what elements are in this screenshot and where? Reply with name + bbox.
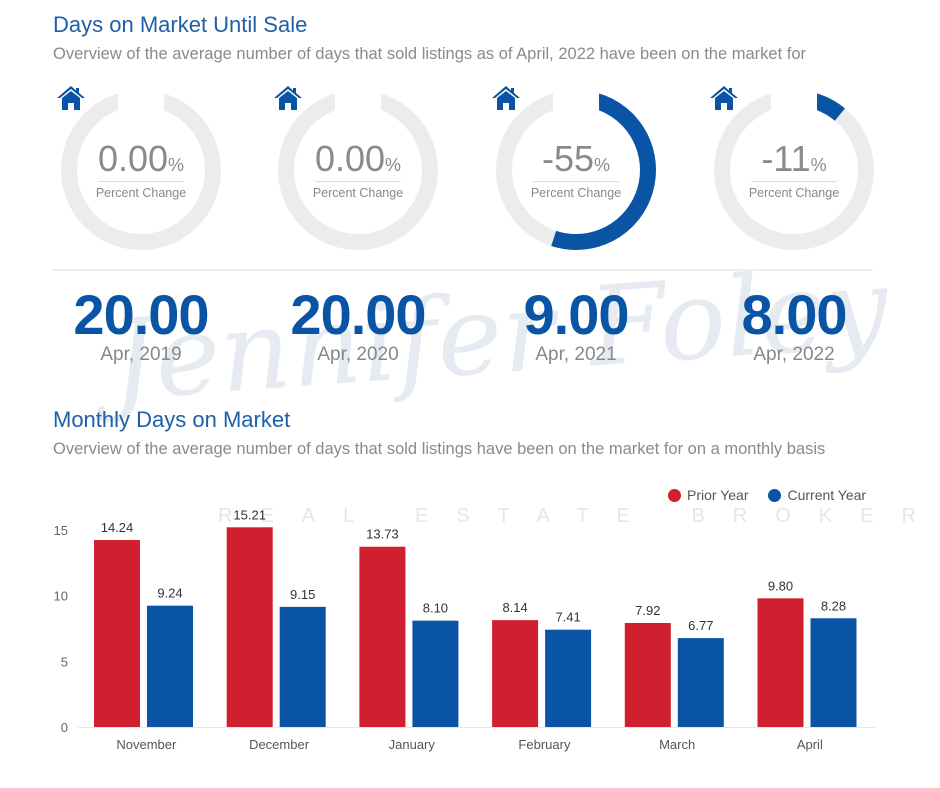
- legend-swatch-prior: [668, 488, 681, 502]
- gauge-ring: [496, 85, 656, 250]
- percent-change-value: -11%: [761, 138, 827, 179]
- days-value: 8.00: [741, 283, 848, 346]
- y-tick-label: 10: [54, 589, 68, 604]
- days-value: 9.00: [523, 283, 630, 346]
- bar-prior-year: [94, 540, 140, 727]
- bar-prior-year: [757, 598, 804, 727]
- percent-change-label: Percent Change: [95, 186, 187, 200]
- gauge-ring: [61, 85, 221, 250]
- bar-current-year: [545, 629, 592, 727]
- bar-current-year: [677, 638, 724, 727]
- gauge-divider: [315, 181, 401, 182]
- section-subtitle: Overview of the average number of days t…: [53, 440, 826, 458]
- period-label: Apr, 2019: [100, 344, 182, 365]
- bar-current-year: [147, 605, 193, 727]
- data-label: 13.73: [366, 527, 399, 542]
- data-label: 9.24: [157, 586, 182, 601]
- period-label: Apr, 2021: [535, 344, 617, 365]
- section-title: Monthly Days on Market: [53, 407, 291, 432]
- percent-change-value: 0.00%: [314, 138, 402, 179]
- chart-legend: Prior Year Current Year: [668, 487, 866, 503]
- percent-change-label: Percent Change: [312, 186, 404, 200]
- bar-prior-year: [226, 527, 273, 727]
- period-label: Apr, 2022: [753, 344, 835, 365]
- x-tick-label: March: [659, 737, 695, 752]
- page-title: Days on Market Until Sale: [53, 12, 308, 37]
- gauge-2: -55% Percent Change: [491, 85, 661, 255]
- gauge-divider: [98, 181, 184, 182]
- x-tick-label: February: [518, 737, 571, 752]
- gauge-3: -11% Percent Change: [709, 85, 879, 255]
- x-tick-label: December: [249, 737, 310, 752]
- data-label: 7.92: [635, 603, 660, 618]
- days-value: 20.00: [290, 283, 426, 346]
- bar-current-year: [412, 620, 459, 727]
- data-label: 15.21: [233, 507, 266, 522]
- days-value: 20.00: [73, 283, 209, 346]
- y-tick-label: 15: [54, 523, 68, 538]
- data-label: 14.24: [101, 520, 134, 535]
- data-label: 8.28: [821, 598, 846, 613]
- gauge-divider: [533, 181, 619, 182]
- gauge-ring: [714, 85, 874, 250]
- period-label: Apr, 2020: [317, 344, 399, 365]
- bar-prior-year: [359, 546, 406, 727]
- y-tick-label: 5: [61, 654, 68, 669]
- gauge-0: 0.00% Percent Change: [56, 85, 226, 255]
- percent-change-label: Percent Change: [530, 186, 622, 200]
- data-label: 6.77: [688, 618, 713, 633]
- percent-change-value: 0.00%: [97, 138, 185, 179]
- gauge-1: 0.00% Percent Change: [273, 85, 443, 255]
- bar-current-year: [279, 606, 326, 727]
- bar-prior-year: [492, 620, 539, 727]
- x-tick-label: November: [116, 737, 177, 752]
- house-icon: [492, 86, 520, 110]
- house-icon: [710, 86, 738, 110]
- data-label: 8.10: [423, 601, 448, 616]
- legend-swatch-current: [768, 488, 782, 502]
- gauge-ring: [278, 85, 438, 250]
- x-tick-label: January: [389, 737, 436, 752]
- house-icon: [57, 86, 85, 110]
- page-subtitle: Overview of the average number of days t…: [53, 45, 807, 63]
- bar-current-year: [810, 618, 857, 727]
- percent-change-value: -55%: [541, 138, 611, 179]
- data-label: 7.41: [555, 610, 580, 625]
- x-tick-label: April: [797, 737, 823, 752]
- house-icon: [274, 86, 302, 110]
- gauge-divider: [751, 181, 837, 182]
- bar-prior-year: [624, 623, 671, 727]
- percent-change-label: Percent Change: [748, 186, 840, 200]
- divider: [53, 269, 873, 271]
- data-label: 9.80: [768, 578, 793, 593]
- y-tick-label: 0: [61, 720, 68, 735]
- legend-label-prior: Prior Year: [687, 487, 749, 503]
- data-label: 9.15: [290, 587, 315, 602]
- legend-label-current: Current Year: [787, 487, 867, 503]
- data-label: 8.14: [502, 600, 527, 615]
